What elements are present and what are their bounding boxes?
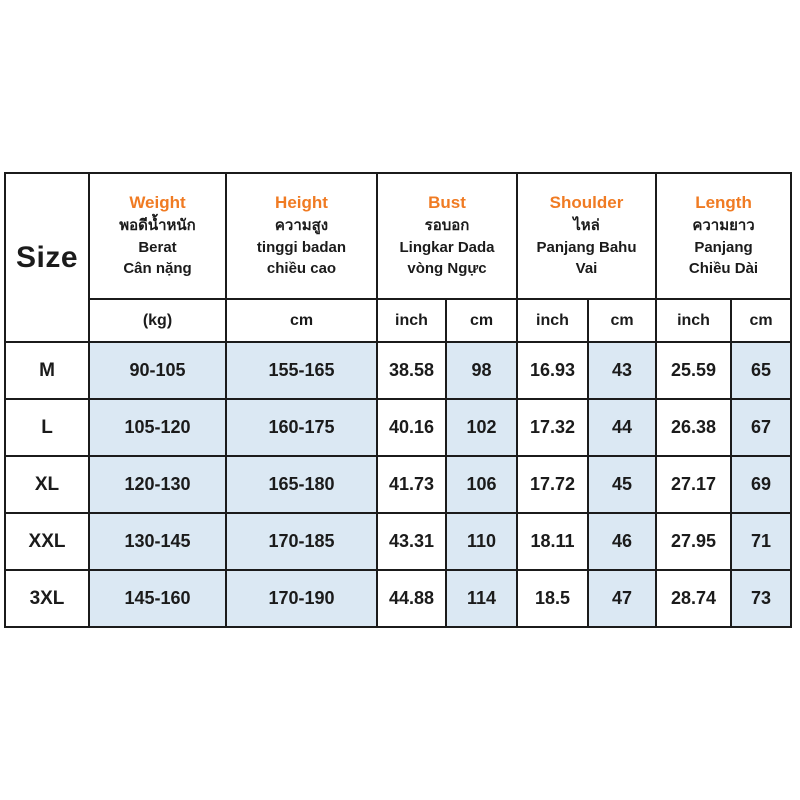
cell-weight: 120-130 [88, 455, 227, 514]
cell-bust-inch: 44.88 [376, 569, 447, 628]
cell-length-inch: 26.38 [655, 398, 733, 457]
cell-length-cm: 65 [730, 341, 793, 400]
length-subtitle-th: ความยาว [692, 216, 755, 234]
cell-shoulder-inch: 16.93 [516, 341, 589, 400]
table-row-3xl: 3XL 145-160 170-190 44.88 114 18.5 47 28… [4, 569, 793, 628]
cell-height: 170-190 [225, 569, 378, 628]
bust-subtitle-id: Lingkar Dada [399, 238, 495, 256]
weight-subtitle-id: Berat [138, 238, 177, 256]
cell-shoulder-cm: 43 [586, 341, 658, 400]
height-subtitle-id: tinggi badan [256, 238, 347, 256]
cell-height: 160-175 [225, 398, 378, 457]
cell-shoulder-cm: 46 [586, 512, 658, 571]
cell-shoulder-cm: 45 [586, 455, 658, 514]
cell-size: 3XL [4, 569, 90, 628]
cell-size: L [4, 398, 90, 457]
column-header-shoulder: Shoulder ไหล่ Panjang Bahu Vai [515, 172, 658, 300]
column-header-bust: Bust รอบอก Lingkar Dada vòng Ngực [376, 172, 518, 300]
cell-size: XL [4, 455, 90, 514]
shoulder-title: Shoulder [549, 192, 624, 212]
cell-bust-inch: 40.16 [376, 398, 447, 457]
length-title: Length [695, 192, 752, 212]
cell-shoulder-inch: 18.5 [516, 569, 589, 628]
table-row-xl: XL 120-130 165-180 41.73 106 17.72 45 27… [4, 455, 793, 514]
cell-height: 165-180 [225, 455, 378, 514]
unit-bust-inch: inch [376, 298, 447, 343]
cell-height: 155-165 [225, 341, 378, 400]
table-row-xxl: XXL 130-145 170-185 43.31 110 18.11 46 2… [4, 512, 793, 571]
cell-bust-inch: 38.58 [376, 341, 447, 400]
bust-subtitle-th: รอบอก [424, 216, 470, 234]
cell-length-inch: 27.17 [655, 455, 733, 514]
cell-bust-cm: 102 [445, 398, 518, 457]
table-row-m: M 90-105 155-165 38.58 98 16.93 43 25.59… [4, 341, 793, 400]
cell-bust-cm: 106 [445, 455, 518, 514]
weight-subtitle-th: พอดีน้ำหนัก [119, 216, 196, 234]
cell-height: 170-185 [225, 512, 378, 571]
cell-shoulder-inch: 17.32 [516, 398, 589, 457]
bust-title: Bust [428, 192, 466, 212]
cell-length-inch: 25.59 [655, 341, 733, 400]
cell-weight: 105-120 [88, 398, 227, 457]
cell-weight: 130-145 [88, 512, 227, 571]
cell-shoulder-cm: 47 [586, 569, 658, 628]
units-row: (kg) cm inch cm inch cm inch cm [5, 298, 793, 343]
unit-bust-cm: cm [445, 298, 518, 343]
cell-shoulder-inch: 17.72 [516, 455, 589, 514]
column-header-size: Size [4, 172, 90, 343]
unit-shoulder-inch: inch [516, 298, 589, 343]
cell-bust-inch: 43.31 [376, 512, 447, 571]
unit-shoulder-cm: cm [586, 298, 658, 343]
size-chart-table: Size Weight พอดีน้ำหนัก Berat Cân nặng H… [4, 172, 793, 628]
cell-bust-cm: 114 [445, 569, 518, 628]
cell-bust-inch: 41.73 [376, 455, 447, 514]
height-subtitle-vi: chiều cao [266, 260, 337, 278]
length-subtitle-vi: Chiều Dài [688, 260, 759, 278]
cell-size: M [4, 341, 90, 400]
cell-shoulder-cm: 44 [586, 398, 658, 457]
length-subtitle-id: Panjang [694, 238, 753, 256]
unit-length-inch: inch [655, 298, 733, 343]
cell-length-cm: 71 [730, 512, 793, 571]
cell-bust-cm: 98 [445, 341, 518, 400]
shoulder-subtitle-vi: Vai [575, 260, 598, 278]
cell-shoulder-inch: 18.11 [516, 512, 589, 571]
cell-length-cm: 69 [730, 455, 793, 514]
header-row: Size Weight พอดีน้ำหนัก Berat Cân nặng H… [4, 172, 793, 343]
height-title: Height [275, 192, 328, 212]
bust-subtitle-vi: vòng Ngực [407, 260, 487, 278]
column-header-height: Height ความสูง tinggi badan chiều cao [225, 172, 378, 300]
cell-length-cm: 67 [730, 398, 793, 457]
weight-subtitle-vi: Cân nặng [123, 260, 192, 278]
shoulder-subtitle-th: ไหล่ [573, 216, 600, 234]
cell-weight: 90-105 [88, 341, 227, 400]
unit-length-cm: cm [730, 298, 793, 343]
shoulder-subtitle-id: Panjang Bahu [536, 238, 637, 256]
cell-length-cm: 73 [730, 569, 793, 628]
cell-weight: 145-160 [88, 569, 227, 628]
column-header-length: Length ความยาว Panjang Chiều Dài [655, 172, 793, 300]
cell-length-inch: 27.95 [655, 512, 733, 571]
weight-title: Weight [129, 192, 186, 212]
table-row-l: L 105-120 160-175 40.16 102 17.32 44 26.… [4, 398, 793, 457]
cell-size: XXL [4, 512, 90, 571]
unit-weight: (kg) [88, 298, 227, 343]
cell-length-inch: 28.74 [655, 569, 733, 628]
size-header-label: Size [15, 240, 79, 274]
height-subtitle-th: ความสูง [274, 216, 329, 234]
column-header-weight: Weight พอดีน้ำหนัก Berat Cân nặng [88, 172, 227, 300]
cell-bust-cm: 110 [445, 512, 518, 571]
unit-height: cm [225, 298, 378, 343]
